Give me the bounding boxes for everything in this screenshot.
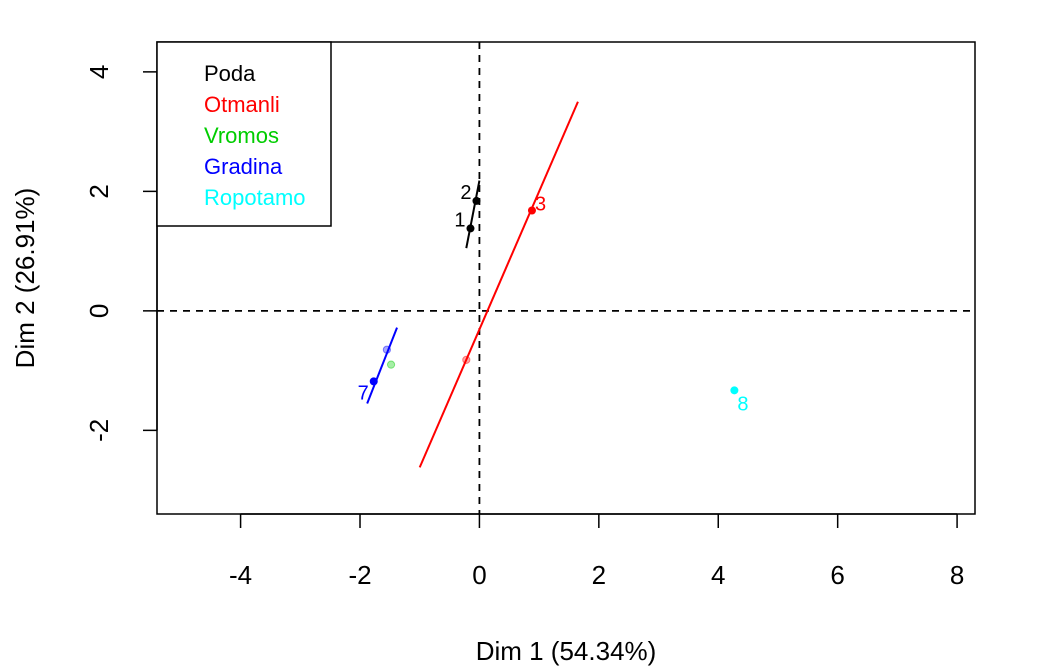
x-axis-label: Dim 1 (54.34%) xyxy=(476,636,657,666)
y-tick-label: 4 xyxy=(84,65,114,79)
reference-lines xyxy=(157,42,975,514)
data-points: 1 2 3 7 8 xyxy=(358,182,749,415)
x-tick-label: 8 xyxy=(950,560,964,590)
data-point xyxy=(472,196,481,205)
series-lines xyxy=(366,101,737,468)
legend-entry: Vromos xyxy=(204,123,279,148)
legend-entry: Gradina xyxy=(204,154,283,179)
point-label: 1 xyxy=(454,209,465,231)
y-tick-label: -2 xyxy=(84,419,114,442)
legend-entry: Poda xyxy=(204,61,256,86)
data-point xyxy=(527,206,536,215)
legend-box xyxy=(156,41,332,227)
series-line xyxy=(366,327,398,404)
x-tick-label: 6 xyxy=(830,560,844,590)
point-label: 3 xyxy=(535,193,546,215)
x-axis: -4 -2 0 2 4 6 8 xyxy=(229,513,964,590)
supplementary-point xyxy=(386,360,396,369)
supplementary-point xyxy=(382,345,391,354)
x-tick-label: 4 xyxy=(711,560,725,590)
point-label: 2 xyxy=(460,182,471,204)
x-tick-label: 2 xyxy=(592,560,606,590)
point-label: 7 xyxy=(358,382,369,404)
y-axis-label: Dim 2 (26.91%) xyxy=(10,188,40,369)
data-point xyxy=(466,224,475,233)
y-tick-label: 0 xyxy=(84,304,114,318)
y-tick-label: 2 xyxy=(84,184,114,198)
supplementary-point xyxy=(462,355,471,364)
legend: Poda Otmanli Vromos Gradina Ropotamo xyxy=(156,41,332,227)
legend-entry: Ropotamo xyxy=(204,185,306,210)
data-point xyxy=(369,377,378,386)
point-label: 8 xyxy=(737,393,748,415)
x-tick-label: 0 xyxy=(472,560,486,590)
x-tick-label: -4 xyxy=(229,560,252,590)
legend-entry: Otmanli xyxy=(204,92,280,117)
y-axis: -2 0 2 4 xyxy=(84,65,158,442)
x-tick-label: -2 xyxy=(348,560,371,590)
series-line xyxy=(418,101,579,468)
data-point xyxy=(730,386,739,395)
supplementary-points xyxy=(382,345,471,369)
series-line xyxy=(465,180,481,249)
